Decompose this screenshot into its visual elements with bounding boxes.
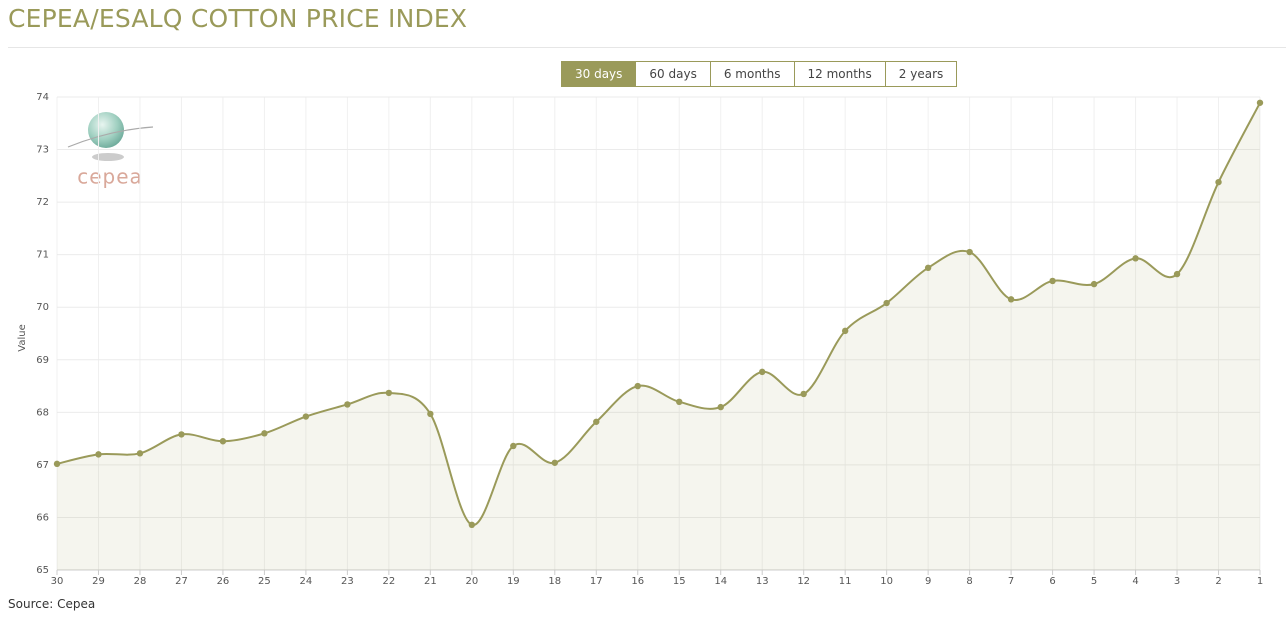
x-tick-label: 23 (341, 576, 354, 587)
x-tick-label: 17 (590, 576, 603, 587)
range-button[interactable]: 6 months (709, 62, 794, 86)
x-tick-label: 15 (673, 576, 686, 587)
y-tick-label: 68 (36, 407, 49, 418)
x-tick-label: 18 (548, 576, 561, 587)
x-tick-label: 6 (1049, 576, 1055, 587)
point (676, 398, 683, 406)
point (1007, 296, 1015, 303)
logo: cepea (67, 112, 154, 189)
point (551, 459, 558, 466)
y-tick-label: 66 (36, 512, 49, 523)
point (1173, 270, 1181, 278)
point (1256, 99, 1264, 106)
point (1049, 277, 1056, 285)
range-button[interactable]: 30 days (562, 62, 636, 86)
range-button[interactable]: 60 days (635, 62, 709, 86)
range-button[interactable]: 12 months (793, 62, 885, 86)
point (841, 327, 849, 335)
x-tick-label: 25 (258, 576, 271, 587)
point (136, 450, 144, 457)
point (966, 248, 973, 256)
x-tick-label: 8 (966, 576, 972, 587)
x-tick-label: 5 (1091, 576, 1097, 587)
point (800, 390, 807, 398)
x-tick-label: 11 (839, 576, 852, 587)
point (717, 403, 724, 411)
point (1090, 280, 1098, 288)
y-tick-label: 73 (36, 145, 49, 156)
range-selector: 30 days 60 days 6 months 12 months 2 years (561, 61, 958, 87)
point (178, 431, 185, 438)
x-tick-label: 24 (300, 576, 313, 587)
logo-text: cepea (77, 165, 143, 189)
point (593, 418, 600, 425)
logo-shadow (92, 153, 124, 161)
logo-orbit (67, 126, 154, 148)
x-tick-label: 1 (1257, 576, 1263, 587)
point (759, 368, 766, 376)
point (1132, 255, 1139, 262)
x-tick-label: 4 (1132, 576, 1138, 587)
x-tick-label: 27 (175, 576, 188, 587)
x-tick-label: 13 (756, 576, 769, 587)
y-tick-label: 70 (36, 302, 49, 313)
point (883, 299, 890, 307)
divider (8, 47, 1286, 48)
y-tick-label: 74 (36, 92, 49, 103)
y-tick-label: 69 (36, 355, 49, 366)
point (510, 442, 517, 450)
x-tick-label: 7 (1008, 576, 1014, 587)
point (1215, 178, 1222, 186)
x-tick-label: 12 (797, 576, 810, 587)
x-tick-label: 29 (92, 576, 105, 587)
point (302, 413, 310, 420)
point (95, 451, 102, 458)
source-note: Source: Cepea (8, 597, 96, 611)
x-tick-label: 16 (631, 576, 644, 587)
x-tick-label: 10 (880, 576, 893, 587)
logo-globe (88, 112, 124, 148)
area (57, 102, 1260, 570)
y-axis-title: Value (17, 324, 28, 351)
point (468, 521, 476, 529)
point (261, 430, 268, 437)
point (219, 438, 227, 445)
x-tick-label: 20 (465, 576, 478, 587)
y-tick-label: 65 (36, 565, 49, 576)
point (634, 382, 641, 390)
point (385, 389, 393, 397)
point (53, 460, 61, 468)
x-tick-label: 30 (51, 576, 64, 587)
range-button[interactable]: 2 years (884, 62, 956, 86)
x-tick-label: 21 (424, 576, 437, 587)
page-title: CEPEA/ESALQ COTTON PRICE INDEX (8, 4, 468, 33)
x-tick-label: 26 (217, 576, 230, 587)
point (427, 410, 434, 418)
x-tick-label: 9 (925, 576, 931, 587)
x-tick-label: 22 (382, 576, 395, 587)
x-tick-label: 2 (1215, 576, 1221, 587)
x-tick-label: 28 (134, 576, 147, 587)
y-tick-label: 67 (36, 460, 49, 471)
point (344, 401, 351, 408)
y-tick-label: 72 (36, 197, 49, 208)
y-tick-label: 71 (36, 250, 49, 261)
x-tick-label: 3 (1174, 576, 1180, 587)
point (924, 264, 932, 272)
x-tick-label: 14 (714, 576, 727, 587)
x-tick-label: 19 (507, 576, 520, 587)
